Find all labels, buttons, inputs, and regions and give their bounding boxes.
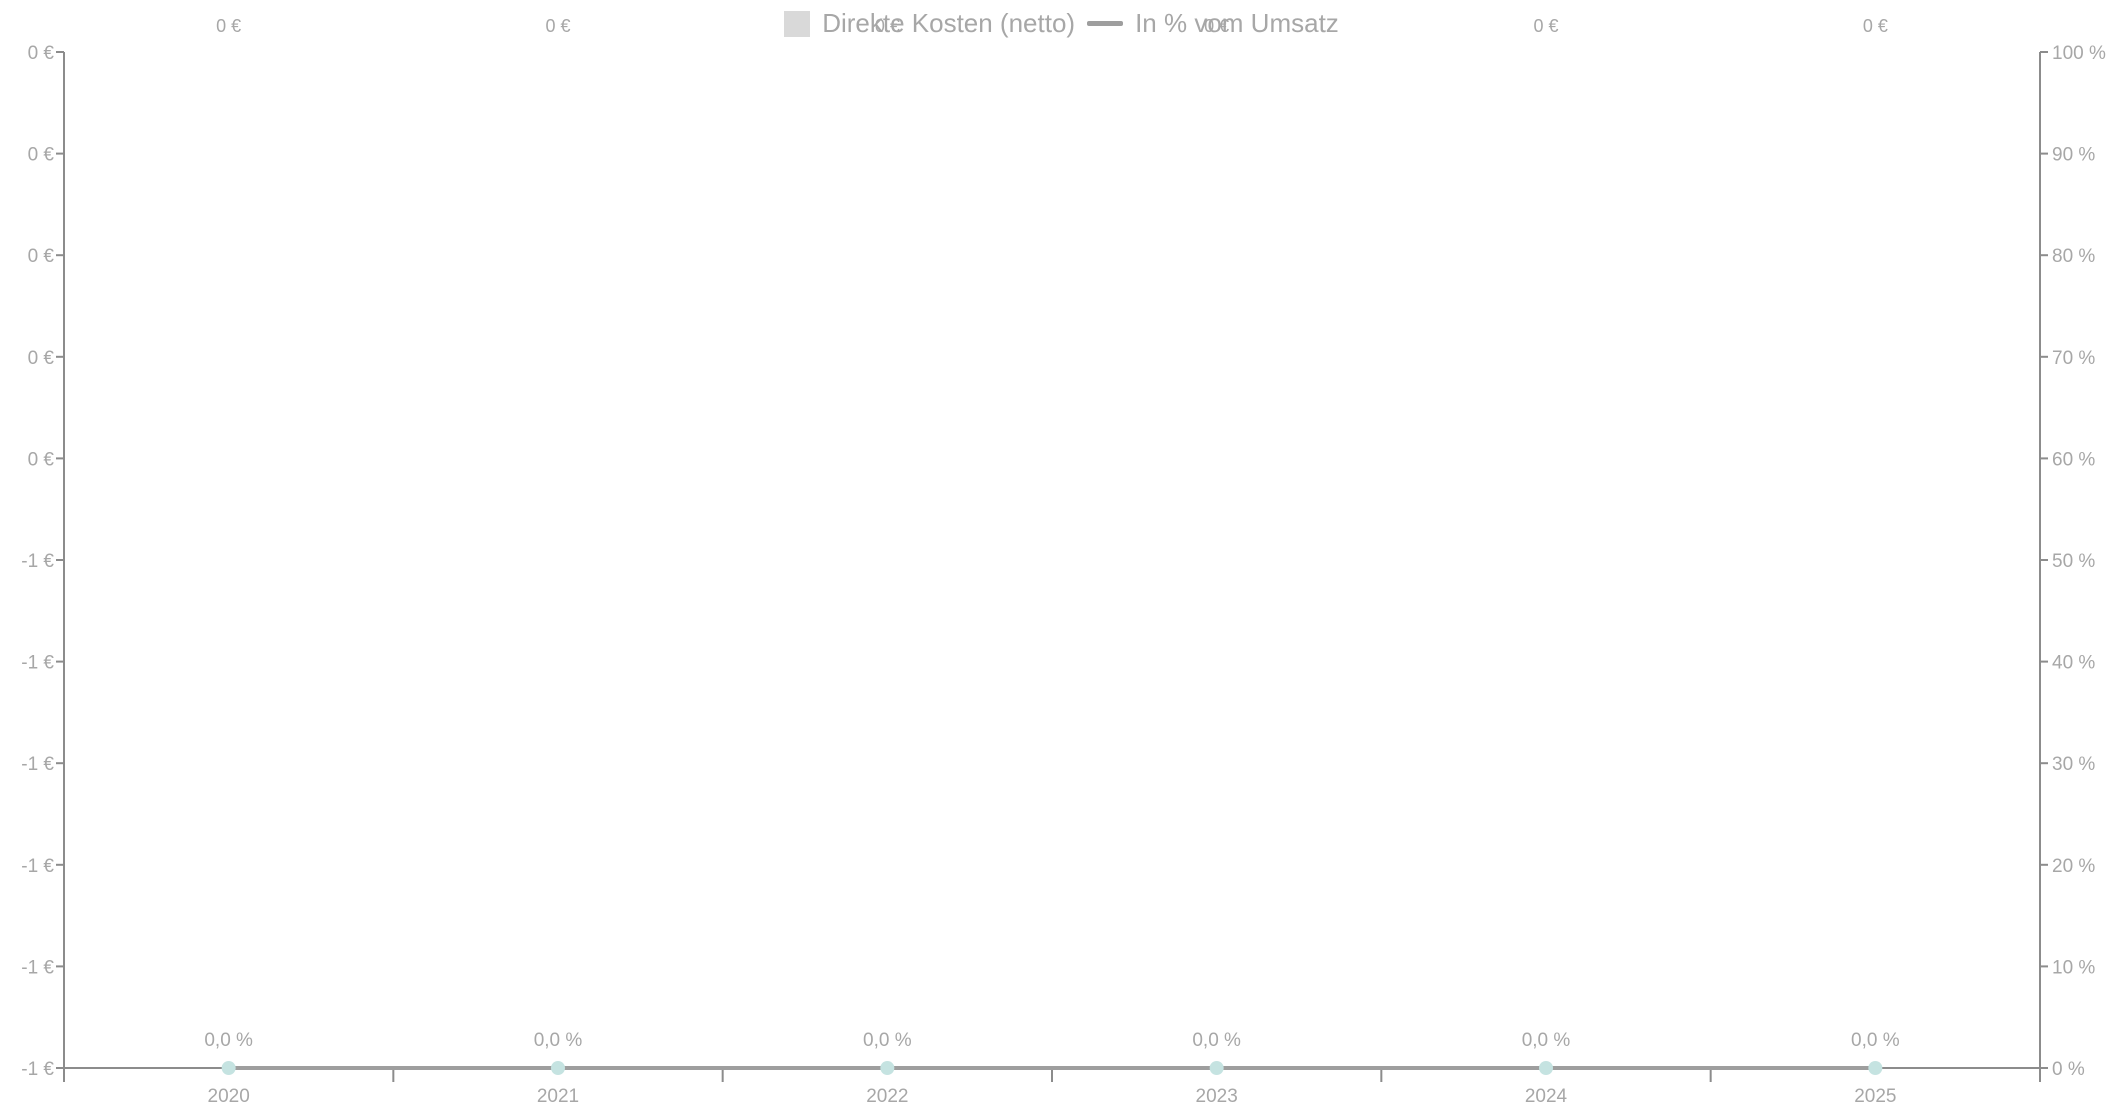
- y-left-tick-label: -1 €: [21, 856, 54, 877]
- y-left-tick-label: 0 €: [28, 145, 55, 166]
- y-left-tick-label: -1 €: [21, 957, 54, 978]
- y-left-tick-label: 0 €: [28, 449, 55, 470]
- line-data-label: 0,0 %: [1851, 1030, 1900, 1051]
- x-tick-label: 2022: [866, 1086, 908, 1107]
- y-left-tick-label: -1 €: [21, 1059, 54, 1080]
- bar-data-label: 0 €: [1533, 16, 1558, 36]
- line-point: [1868, 1061, 1883, 1075]
- y-right-tick-label: 100 %: [2052, 43, 2106, 64]
- y-right-tick-label: 0 %: [2052, 1059, 2085, 1080]
- line-point: [1209, 1061, 1224, 1075]
- y-left-tick-label: 0 €: [28, 348, 55, 369]
- y-right-tick-label: 90 %: [2052, 145, 2095, 166]
- line-data-label: 0,0 %: [534, 1030, 583, 1051]
- y-right-tick-label: 10 %: [2052, 957, 2095, 978]
- line-data-label: 0,0 %: [204, 1030, 253, 1051]
- line-point: [1539, 1061, 1553, 1075]
- bar-data-label: 0 €: [875, 16, 900, 36]
- x-tick-label: 2025: [1854, 1086, 1896, 1107]
- x-tick-label: 2021: [537, 1086, 579, 1107]
- line-data-label: 0,0 %: [1192, 1030, 1241, 1051]
- y-left-tick-label: -1 €: [21, 551, 54, 572]
- bar-data-label: 0 €: [545, 16, 570, 36]
- y-right-tick-label: 40 %: [2052, 653, 2095, 674]
- y-right-tick-label: 60 %: [2052, 449, 2095, 470]
- y-left-tick-label: 0 €: [28, 246, 55, 267]
- y-right-tick-label: 70 %: [2052, 348, 2095, 369]
- y-right-tick-label: 80 %: [2052, 246, 2095, 267]
- y-left-tick-label: 0 €: [28, 43, 55, 64]
- y-right-tick-label: 30 %: [2052, 754, 2095, 775]
- line-point: [880, 1061, 895, 1075]
- bar-data-label: 0 €: [216, 16, 241, 36]
- y-left-tick-label: -1 €: [21, 653, 54, 674]
- bar-data-label: 0 €: [1204, 16, 1229, 36]
- line-point: [221, 1061, 236, 1075]
- y-left-tick-label: -1 €: [21, 754, 54, 775]
- x-tick-label: 2023: [1196, 1086, 1238, 1107]
- x-tick-label: 2020: [208, 1086, 250, 1107]
- y-right-tick-label: 20 %: [2052, 856, 2095, 877]
- line-point: [551, 1061, 565, 1075]
- bar-data-label: 0 €: [1863, 16, 1888, 36]
- y-right-tick-label: 50 %: [2052, 551, 2095, 572]
- x-tick-label: 2024: [1525, 1086, 1568, 1107]
- line-data-label: 0,0 %: [863, 1030, 912, 1051]
- line-data-label: 0,0 %: [1522, 1030, 1571, 1051]
